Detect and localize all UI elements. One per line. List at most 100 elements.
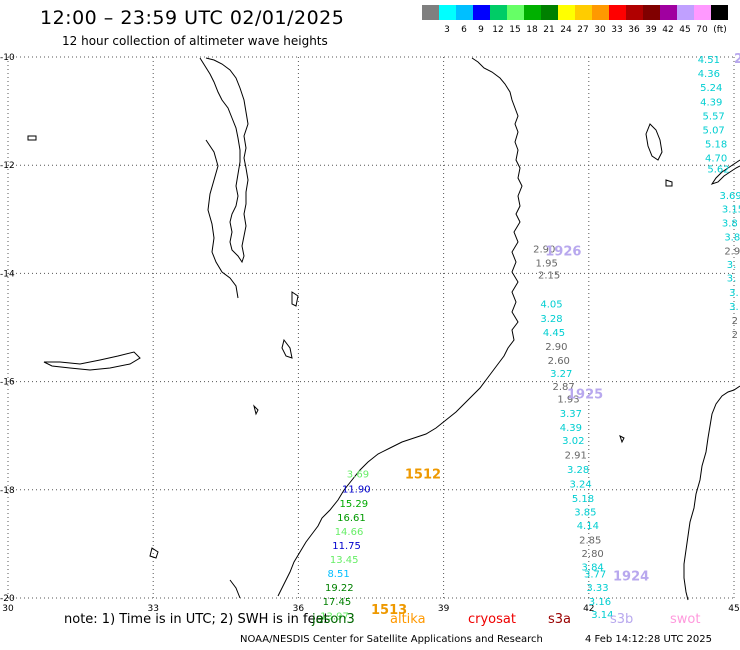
satellite-pass-label: 2 (734, 52, 740, 67)
swh-value: 2.87 (553, 382, 575, 393)
swh-value: 3.8 (722, 219, 738, 230)
legend-swatch (541, 5, 558, 20)
satellite-pass-label: 1924 (613, 569, 649, 584)
swh-value: 19.22 (325, 583, 354, 594)
sat-label-jason3: jason3 (312, 612, 355, 627)
swh-value: 3.28 (567, 465, 589, 476)
swh-value: 17.45 (323, 597, 352, 608)
legend-swatch (507, 5, 524, 20)
legend-label: 12 (492, 25, 504, 35)
swh-value: 3.27 (550, 369, 572, 380)
legend-label: 45 (679, 25, 691, 35)
swh-value: 2.90 (545, 342, 567, 353)
swh-value: 3. (727, 260, 737, 271)
swh-value: 3. (729, 302, 739, 313)
generation-timestamp: 4 Feb 14:12:28 UTC 2025 (585, 634, 712, 645)
legend-label: 15 (509, 25, 521, 35)
legend-swatch (422, 5, 439, 20)
swh-value: 3.14 (591, 610, 613, 621)
legend-label: 21 (543, 25, 555, 35)
swh-value: 2.80 (582, 549, 604, 560)
lake-kariba (43, 351, 141, 371)
map-subtitle: 12 hour collection of altimeter wave hei… (62, 34, 328, 48)
swh-value: 4.36 (698, 69, 720, 80)
legend-label: 6 (461, 25, 467, 35)
swh-value: 3. (729, 288, 739, 299)
swh-value: 3.02 (562, 436, 584, 447)
y-tick-label: -16 (0, 378, 15, 388)
legend-label: 9 (478, 25, 484, 35)
legend-swatch (558, 5, 575, 20)
legend-label: 42 (662, 25, 674, 35)
swh-value: 1.95 (536, 259, 558, 270)
swh-value: 5.24 (700, 83, 722, 94)
x-tick-label: 39 (438, 604, 450, 614)
legend-label: 18 (526, 25, 538, 35)
swh-value: 4.14 (577, 521, 599, 532)
swh-value: 15.29 (340, 499, 369, 510)
legend-label: 3 (444, 25, 450, 35)
swh-value: 1.93 (557, 394, 579, 405)
swh-value: 2.60 (548, 356, 570, 367)
legend-swatch (609, 5, 626, 20)
swh-value: 5.07 (703, 125, 725, 136)
swh-value: 3. (727, 274, 737, 285)
swh-value: 11.75 (332, 541, 361, 552)
lat-lon-grid: 30 33 36 39 42 45 -10 -12 -14 -16 -18 -20 (0, 53, 740, 614)
legend-swatch (575, 5, 592, 20)
swh-value: 3.24 (569, 479, 591, 490)
swh-value: 4.45 (543, 328, 565, 339)
swh-value: 5.57 (703, 111, 725, 122)
swh-value: 13.97 (320, 611, 349, 622)
swh-value: 14.66 (335, 527, 364, 538)
swh-value: 2.91 (565, 451, 587, 462)
satellite-pass-label: 1926 (545, 245, 581, 260)
legend-swatch (524, 5, 541, 20)
swh-value: 5.62 (707, 164, 729, 175)
mozambique-coastline (277, 57, 523, 597)
swh-value: 4.70 (705, 154, 727, 165)
legend-swatch (643, 5, 660, 20)
swh-value: 3.77 (584, 570, 606, 581)
legend-swatch (626, 5, 643, 20)
swh-value: 4.39 (560, 423, 582, 434)
comoros-islands (645, 123, 663, 161)
legend-label: 36 (628, 25, 640, 35)
swh-value: 3.84 (582, 563, 604, 574)
swh-value: 2 (732, 316, 738, 327)
x-tick-label: 36 (293, 604, 305, 614)
legend-swatch (490, 5, 507, 20)
sat-label-swot: swot (670, 612, 701, 627)
legend-label: 39 (645, 25, 657, 35)
legend-label: 70 (696, 25, 708, 35)
x-tick-label: 30 (2, 604, 14, 614)
swh-value: 4.51 (698, 55, 720, 66)
legend-swatch (711, 5, 728, 20)
malawi-border (205, 139, 239, 299)
swh-value: 4.39 (700, 97, 722, 108)
sat-label-s3a: s3a (548, 612, 572, 627)
swh-value: 3.15 (722, 204, 740, 215)
legend-swatch (439, 5, 456, 20)
satellite-pass-label: 1512 (405, 468, 441, 483)
swh-value: 2.9 (724, 247, 740, 258)
map-title: 12:00 – 23:59 UTC 02/01/2025 (40, 7, 345, 29)
legend-swatch (473, 5, 490, 20)
legend-swatch (456, 5, 473, 20)
legend-label: 24 (560, 25, 572, 35)
coastline (27, 57, 740, 601)
x-tick-label: 33 (147, 604, 158, 614)
sat-label-cryosat: cryosat (468, 612, 516, 627)
sat-label-s3b: s3b (610, 612, 634, 627)
satellite-pass-label: 1925 (567, 388, 603, 403)
swh-value: 3.28 (540, 314, 562, 325)
legend-swatch (660, 5, 677, 20)
swh-value: 5.18 (705, 140, 727, 151)
credit-line: NOAA/NESDIS Center for Satellite Applica… (240, 634, 543, 645)
legend-swatch (677, 5, 694, 20)
y-tick-label: -12 (0, 161, 15, 171)
footer-note: note: 1) Time is in UTC; 2) SWH is in fe… (64, 612, 329, 627)
sat-label-altika: altika (390, 612, 426, 627)
swh-value: 3.37 (560, 409, 582, 420)
